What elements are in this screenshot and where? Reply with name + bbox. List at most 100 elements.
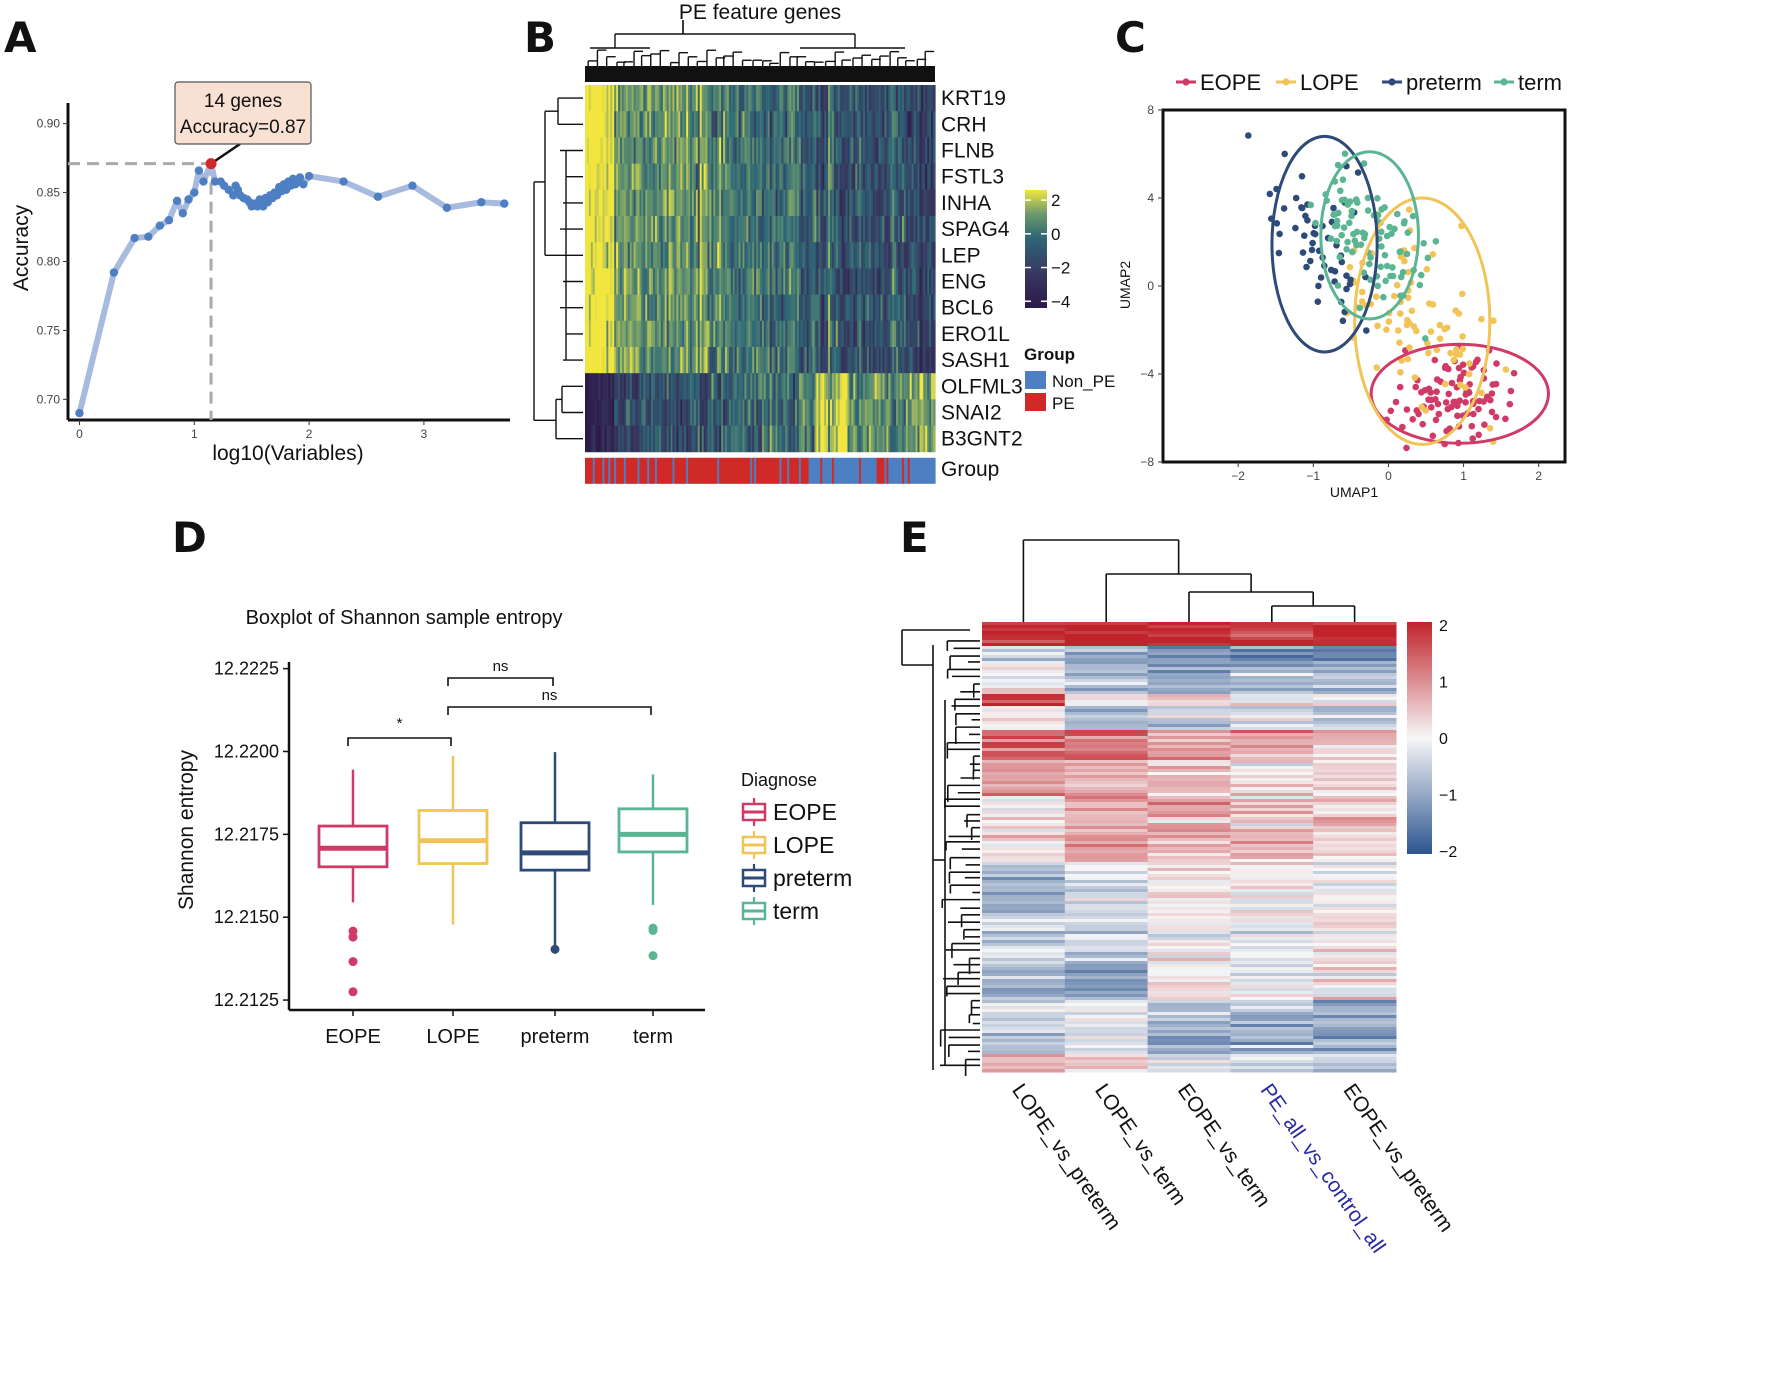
b-heatmap-cell xyxy=(672,242,676,269)
e-heatmap-cell xyxy=(982,949,1066,953)
b-heatmap-cell xyxy=(876,294,880,322)
b-heatmap-cell xyxy=(802,347,806,374)
b-heatmap-cell xyxy=(810,399,814,426)
e-heatmap-cell xyxy=(982,649,1066,653)
e-heatmap-cell xyxy=(1147,976,1231,980)
b-heatmap-cell xyxy=(890,347,893,374)
e-heatmap-cell xyxy=(1064,1045,1149,1049)
c-point-lope xyxy=(1478,315,1485,323)
b-heatmap-cell xyxy=(760,163,763,191)
b-heatmap-cell xyxy=(866,216,870,243)
b-heatmap-cell xyxy=(835,399,839,426)
e-heatmap-cell xyxy=(982,787,1066,791)
b-heatmap-cell xyxy=(666,216,670,243)
d-y-axis-label: Shannon entropy xyxy=(175,750,198,910)
a-data-point xyxy=(500,199,509,208)
b-group-annotation-cell xyxy=(701,457,705,484)
e-heatmap-cell xyxy=(1313,994,1397,998)
c-point-eope xyxy=(1475,431,1482,439)
e-heatmap-cell xyxy=(1064,1051,1149,1055)
b-legend-label-pe: PE xyxy=(1052,394,1075,413)
b-heatmap-cell xyxy=(641,347,644,374)
b-heatmap-cell xyxy=(717,294,720,322)
b-heatmap-cell xyxy=(664,137,668,164)
e-heatmap-cell xyxy=(1064,736,1149,740)
b-heatmap-cell xyxy=(931,163,934,191)
b-group-annotation-cell xyxy=(723,457,726,484)
b-heatmap-cell xyxy=(826,347,829,374)
c-point-lope xyxy=(1346,263,1354,271)
b-group-annotation-cell xyxy=(905,457,909,484)
b-heatmap-cell xyxy=(627,163,631,191)
b-legend-title: Group xyxy=(1024,345,1075,364)
b-heatmap-cell xyxy=(808,242,812,269)
e-heatmap-cell xyxy=(1064,781,1149,785)
b-heatmap-cell xyxy=(915,294,919,322)
b-heatmap-cell xyxy=(779,189,782,217)
b-heatmap-cell xyxy=(847,347,851,374)
b-heatmap-cell xyxy=(896,373,899,400)
b-heatmap-cell xyxy=(641,399,644,426)
b-heatmap-cell xyxy=(907,268,911,295)
b-heatmap-cell xyxy=(697,294,701,322)
e-heatmap-cell xyxy=(1064,994,1149,998)
b-heatmap-cell xyxy=(758,399,761,426)
b-heatmap-cell xyxy=(911,320,915,348)
b-heatmap-cell xyxy=(853,137,856,164)
b-heatmap-cell xyxy=(901,163,905,191)
e-heatmap-cell xyxy=(1313,853,1397,857)
e-heatmap-cell xyxy=(1230,634,1314,638)
b-heatmap-cell xyxy=(837,399,841,426)
b-group-annotation-cell xyxy=(795,457,798,484)
b-heatmap-cell xyxy=(933,268,936,295)
b-group-annotation-cell xyxy=(697,457,701,484)
b-heatmap-cell xyxy=(806,347,810,374)
e-heatmap-cell xyxy=(982,874,1066,878)
e-heatmap-cell xyxy=(1230,1030,1314,1034)
b-heatmap-cell xyxy=(742,163,746,191)
b-heatmap-cell xyxy=(880,347,884,374)
b-heatmap-cell xyxy=(658,85,662,112)
e-heatmap-cell xyxy=(1230,976,1314,980)
b-heatmap-cell xyxy=(787,85,790,112)
e-heatmap-cell xyxy=(1064,691,1149,695)
b-heatmap-cell xyxy=(773,163,777,191)
b-heatmap-cell xyxy=(878,425,882,453)
b-heatmap-cell xyxy=(645,216,648,243)
b-heatmap-cell xyxy=(651,268,654,295)
b-heatmap-cell xyxy=(781,320,784,348)
b-heatmap-cell xyxy=(761,163,765,191)
b-heatmap-cell xyxy=(645,425,648,453)
b-heatmap-cell xyxy=(866,268,870,295)
b-heatmap-cell xyxy=(633,294,637,322)
e-heatmap-cell xyxy=(1230,850,1314,854)
e-heatmap-cell xyxy=(1064,739,1149,743)
b-heatmap-cell xyxy=(888,216,891,243)
b-heatmap-cell xyxy=(588,347,592,374)
c-point-preterm xyxy=(1343,272,1350,280)
b-heatmap-cell xyxy=(874,85,878,112)
c-legend-key-dot xyxy=(1388,78,1396,86)
b-heatmap-cell xyxy=(725,163,728,191)
b-heatmap-cell xyxy=(886,268,889,295)
e-heatmap-cell xyxy=(1147,904,1231,908)
b-heatmap-cell xyxy=(917,268,921,295)
b-heatmap-cell xyxy=(896,399,899,426)
b-heatmap-cell xyxy=(822,242,825,269)
b-heatmap-cell xyxy=(596,373,600,400)
b-heatmap-cell xyxy=(820,163,823,191)
b-heatmap-cell xyxy=(725,242,728,269)
b-heatmap-cell xyxy=(616,399,619,426)
b-heatmap-cell xyxy=(668,216,672,243)
b-heatmap-cell xyxy=(726,320,730,348)
b-heatmap-cell xyxy=(855,320,858,348)
c-point-term xyxy=(1360,269,1368,277)
b-heatmap-cell xyxy=(728,268,732,295)
b-heatmap-cell xyxy=(616,294,619,322)
e-heatmap-cell xyxy=(1064,1012,1149,1016)
b-heatmap-cell xyxy=(645,268,648,295)
b-heatmap-cell xyxy=(865,373,868,400)
c-point-lope xyxy=(1393,281,1401,289)
b-heatmap-cell xyxy=(723,373,726,400)
b-heatmap-cell xyxy=(653,399,656,426)
